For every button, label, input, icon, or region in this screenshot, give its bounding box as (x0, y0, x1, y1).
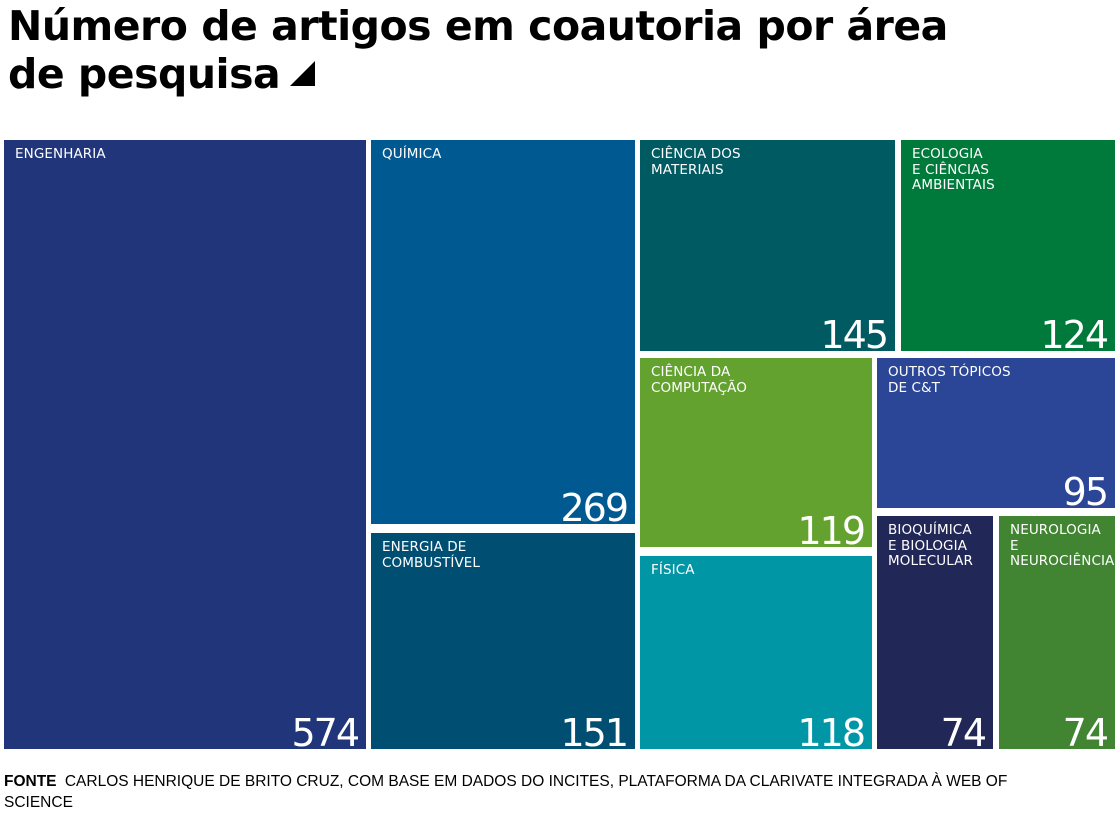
treemap-tile-bioquimica-e-biologia-molecular: BIOQUÍMICA E BIOLOGIA MOLECULAR 74 (877, 516, 993, 749)
chart-title-text: Número de artigos em coautoria por área … (8, 2, 948, 98)
treemap-tile-engenharia: ENGENHARIA 574 (4, 140, 366, 749)
tile-label: CIÊNCIA DOS MATERIAIS (651, 146, 741, 178)
tile-label: OUTROS TÓPICOS DE C&T (888, 364, 1011, 396)
triangle-marker-icon (290, 61, 316, 86)
tile-value: 95 (1062, 470, 1109, 508)
source-note: FONTE CARLOS HENRIQUE DE BRITO CRUZ, COM… (4, 771, 1064, 813)
tile-label: CIÊNCIA DA COMPUTAÇÃO (651, 364, 747, 396)
tile-value: 124 (1040, 313, 1109, 351)
tile-label: FÍSICA (651, 562, 695, 578)
tile-value: 151 (560, 711, 629, 749)
tile-label: ENGENHARIA (15, 146, 106, 162)
treemap-tile-ciencia-dos-materiais: CIÊNCIA DOS MATERIAIS 145 (640, 140, 895, 351)
tile-value: 574 (291, 711, 360, 749)
tile-value: 145 (820, 313, 889, 351)
tile-label: QUÍMICA (382, 146, 442, 162)
tile-value: 74 (940, 711, 987, 749)
tile-value: 269 (560, 486, 629, 524)
treemap-tile-fisica: FÍSICA 118 (640, 556, 872, 749)
treemap-tile-ciencia-da-computacao: CIÊNCIA DA COMPUTAÇÃO 119 (640, 358, 872, 547)
treemap-tile-neurologia-e-neurociencia: NEUROLOGIA E NEUROCIÊNCIA 74 (999, 516, 1115, 749)
tile-value: 118 (797, 711, 866, 749)
source-label: FONTE (4, 773, 57, 790)
tile-label: NEUROLOGIA E NEUROCIÊNCIA (1010, 522, 1115, 569)
source-text: CARLOS HENRIQUE DE BRITO CRUZ, COM BASE … (4, 773, 1008, 811)
tile-label: ENERGIA DE COMBUSTÍVEL (382, 539, 481, 571)
treemap-tile-energia-de-combustivel: ENERGIA DE COMBUSTÍVEL 151 (371, 533, 635, 749)
treemap-tile-quimica: QUÍMICA 269 (371, 140, 635, 524)
chart-title: Número de artigos em coautoria por área … (8, 2, 1008, 98)
treemap-tile-ecologia-e-ciencias-ambientais: ECOLOGIA E CIÊNCIAS AMBIENTAIS 124 (901, 140, 1115, 351)
treemap-tile-outros-topicos-de-c-t: OUTROS TÓPICOS DE C&T 95 (877, 358, 1115, 508)
tile-value: 74 (1062, 711, 1109, 749)
tile-label: BIOQUÍMICA E BIOLOGIA MOLECULAR (888, 522, 973, 569)
tile-label: ECOLOGIA E CIÊNCIAS AMBIENTAIS (912, 146, 995, 193)
tile-value: 119 (797, 509, 866, 547)
